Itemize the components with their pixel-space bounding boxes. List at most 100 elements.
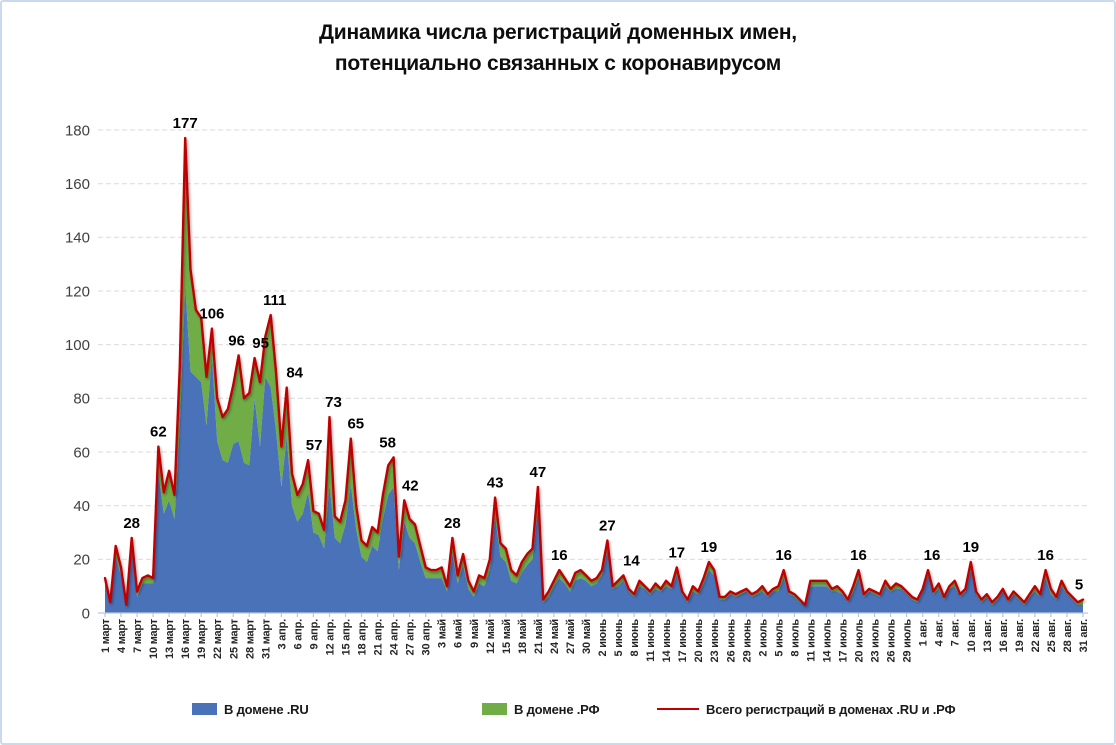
data-label: 5 [1075,577,1083,594]
legend-item-total: Всего регистраций в доменах .RU и .РФ [657,700,956,718]
x-axis-label: 7 авг. [950,619,962,647]
x-axis-label: 7 март [132,618,144,653]
x-axis-label: 23 июнь [709,619,721,663]
x-axis-label: 8 июнь [629,619,641,657]
x-axis-label: 31 авг. [1078,619,1090,652]
x-axis-label: 2 июль [757,619,769,657]
legend-swatch-rf [482,703,507,715]
y-axis-label: 60 [73,444,90,461]
data-label: 16 [1037,547,1054,564]
data-label: 106 [199,306,224,323]
x-axis-label: 19 март [196,618,208,659]
series-areas [105,138,1083,613]
chart-title-line1: Динамика числа регистраций доменных имен… [319,21,797,44]
x-axis-label: 22 авг. [1030,619,1042,652]
x-axis-label: 15 май [501,619,513,654]
y-axis-label: 0 [82,605,90,622]
data-label: 16 [551,547,568,564]
x-axis-label: 2 июнь [597,619,609,657]
x-axis-label: 4 март [116,618,128,653]
x-axis-label: 10 март [148,618,160,659]
y-axis-label: 20 [73,552,90,569]
x-axis-label: 16 март [180,618,192,659]
x-axis-label: 18 апр. [357,619,369,656]
x-axis-label: 29 июнь [741,619,753,663]
y-axis-label: 160 [65,176,90,193]
x-axis-label: 17 июнь [677,619,689,663]
x-axis-label: 15 апр. [341,619,353,656]
legend-swatch-ru [192,703,217,715]
x-axis-label: 3 май [437,619,449,648]
x-axis-label: 29 июль [902,619,914,663]
x-axis-label: 6 май [453,619,465,648]
data-label: 57 [306,437,323,454]
x-axis-label: 30 апр. [421,619,433,656]
chart-legend: В домене .RU В домене .РФ Всего регистра… [2,700,1114,722]
x-axis-label: 20 июль [854,619,866,663]
y-axis-label: 80 [73,391,90,408]
y-axis-label: 100 [65,337,90,354]
data-label: 17 [668,544,685,561]
data-label: 16 [924,547,941,564]
x-axis-label: 10 авг. [966,619,978,652]
data-label: 65 [347,416,364,433]
x-axis-label: 22 март [212,618,224,659]
x-axis-label: 3 апр. [276,619,288,650]
legend-label-total: Всего регистраций в доменах .RU и .РФ [706,701,956,717]
x-axis-label: 8 июль [789,619,801,657]
data-label: 43 [487,475,504,492]
x-axis-label: 24 апр. [389,619,401,656]
x-axis-label: 5 июль [773,619,785,657]
x-axis-label: 18 май [517,619,529,654]
data-label: 16 [850,547,867,564]
x-axis-label: 4 авг. [934,619,946,647]
x-axis-label: 9 май [469,619,481,648]
y-axis-label: 140 [65,230,90,247]
x-axis-label: 1 авг. [918,619,930,647]
x-axis-label: 31 март [260,618,272,659]
x-axis-label: 23 июль [870,619,882,663]
x-axis-label: 24 май [549,619,561,654]
legend-label-ru: В домене .RU [224,701,309,717]
x-axis-label: 25 март [228,618,240,659]
x-axis-label: 30 май [581,619,593,654]
x-axis-label: 12 май [485,619,497,654]
data-label: 111 [263,292,286,309]
x-axis-label: 21 апр. [373,619,385,656]
x-axis-label: 20 июнь [693,619,705,663]
x-axis-label: 25 авг. [1046,619,1058,652]
x-axis-label: 14 июль [822,619,834,663]
x-axis-label: 16 авг. [998,619,1010,652]
x-axis-label: 13 авг. [982,619,994,652]
data-label: 73 [325,394,342,411]
data-label: 47 [530,464,547,481]
data-label: 96 [228,332,245,349]
legend-item-ru: В домене .RU [192,700,309,718]
data-label: 19 [701,539,718,556]
x-axis-label: 27 апр. [405,619,417,656]
x-axis-label: 1 март [100,618,112,653]
data-label: 19 [962,539,979,556]
series-rf-area [105,138,1083,608]
x-axis-label: 28 март [244,618,256,659]
x-axis-label: 12 апр. [325,619,337,656]
x-axis-labels: 1 март 4 март 7 март 10 март 13 март 16 март 1… [100,618,1090,662]
x-axis-label: 17 июль [838,619,850,663]
chart-title: Динамика числа регистраций доменных имен… [2,17,1114,79]
data-label: 28 [444,515,461,532]
data-label: 14 [623,552,640,569]
x-axis-label: 19 авг. [1014,619,1026,652]
x-axis-label: 5 июнь [613,619,625,657]
data-label: 42 [402,477,419,494]
series-total-line [103,136,1085,607]
x-axis-label: 13 март [164,618,176,659]
data-label: 27 [599,518,616,535]
y-axis-label: 120 [65,283,90,300]
x-axis-label: 27 май [565,619,577,654]
x-axis-label: 26 июль [886,619,898,663]
x-axis-label: 21 май [533,619,545,654]
data-label: 95 [252,335,269,352]
